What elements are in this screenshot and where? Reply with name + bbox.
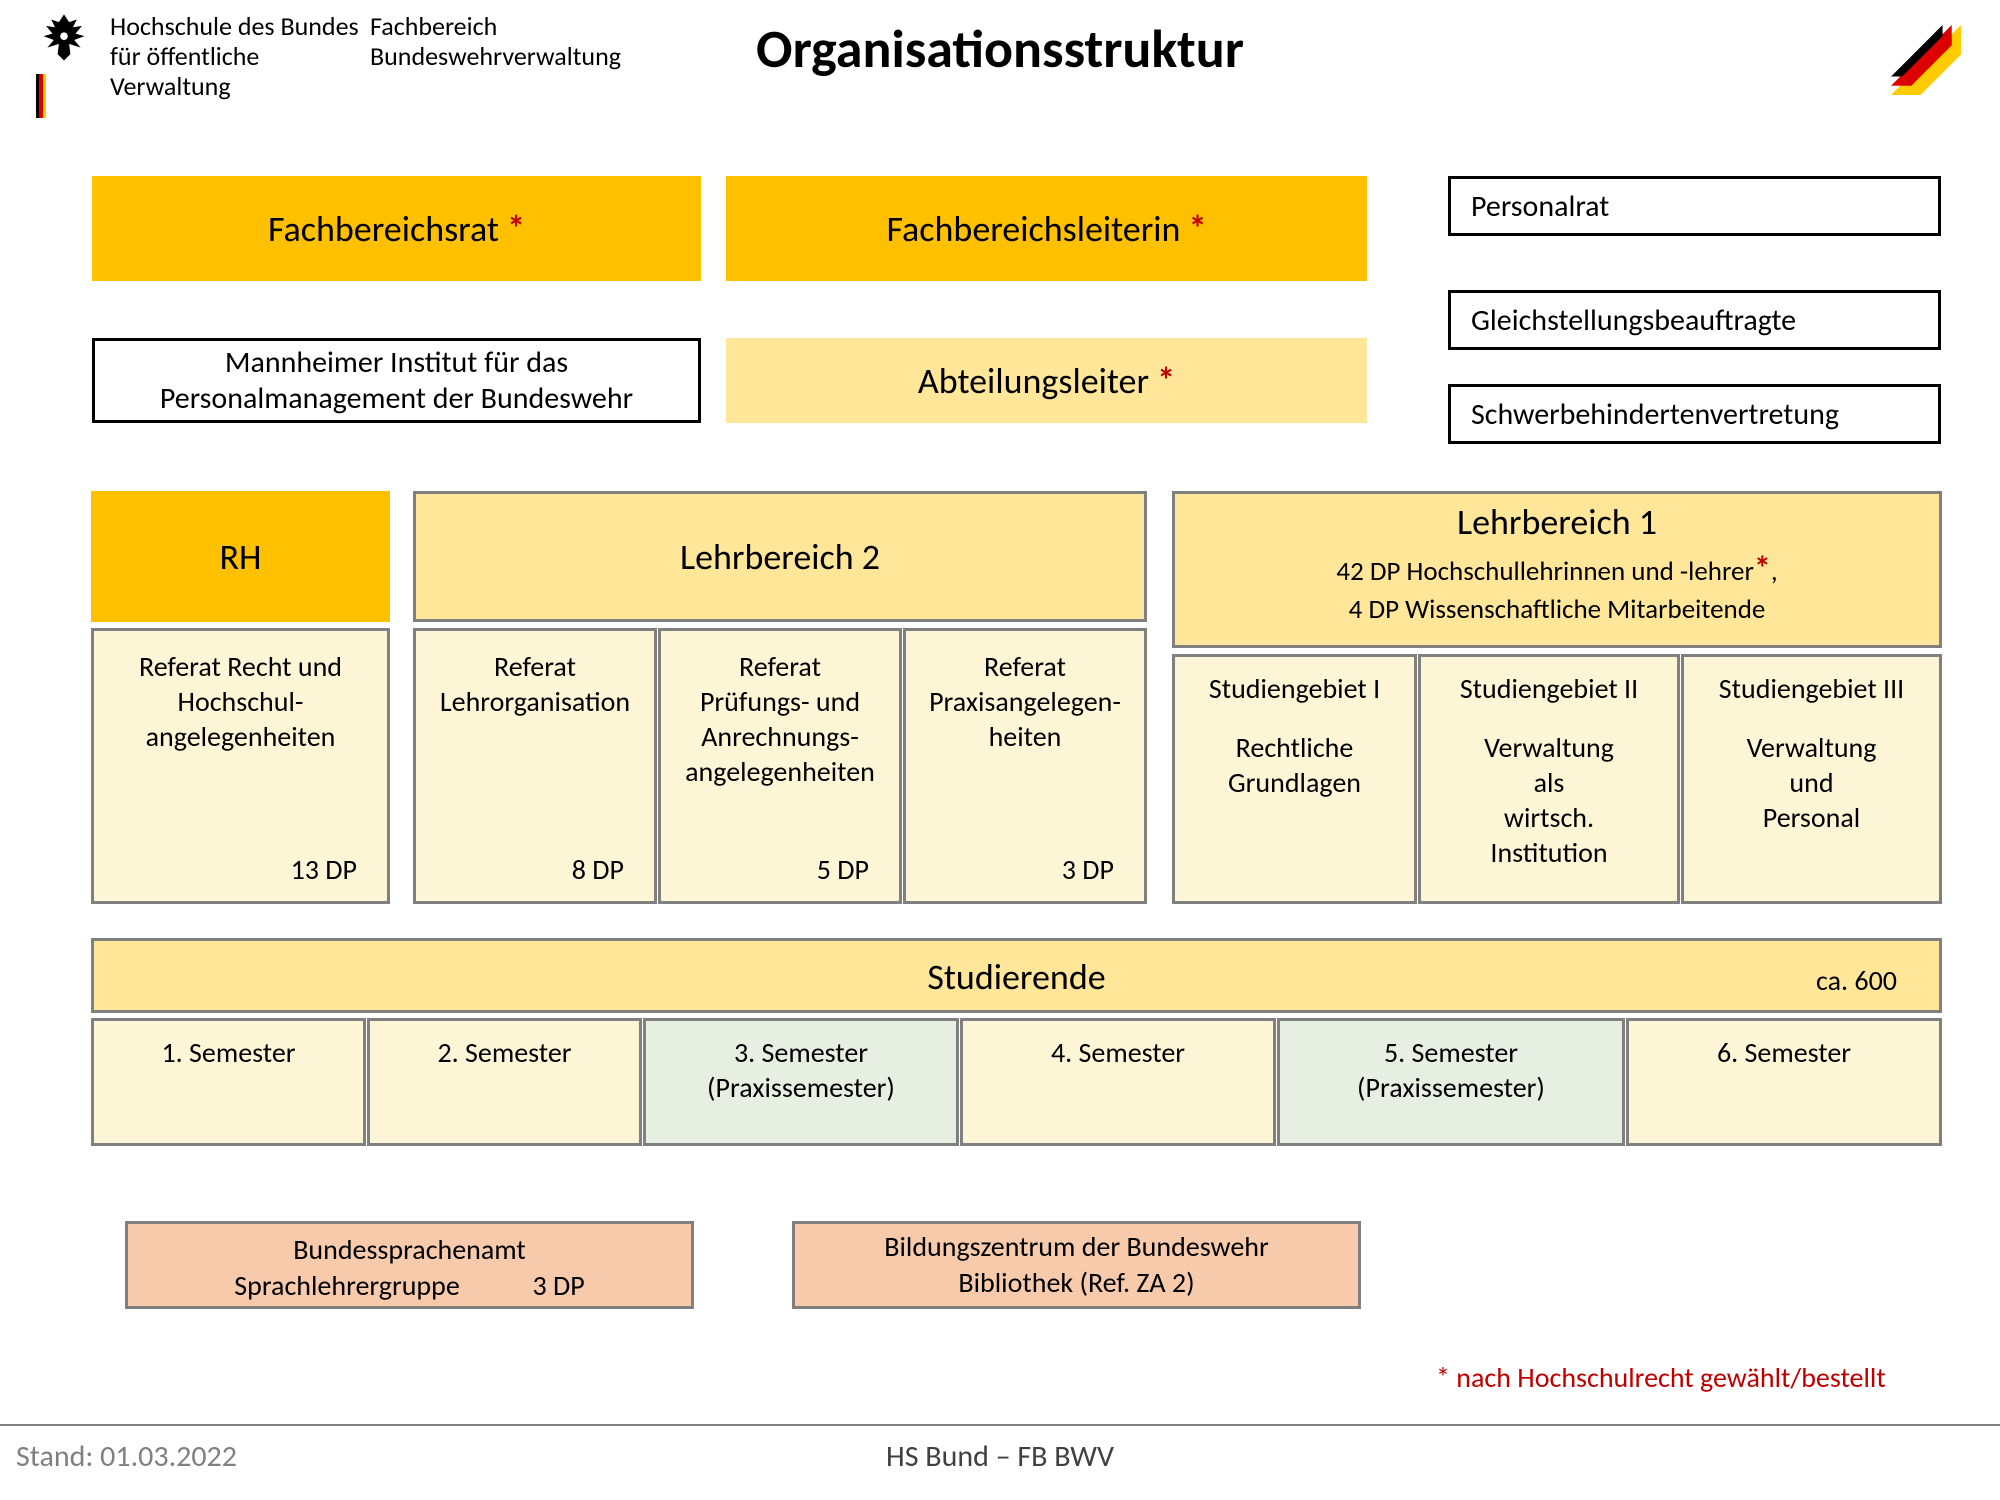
bildungszentrum-box: Bildungszentrum der Bundeswehr Bibliothe… <box>792 1221 1361 1309</box>
rh-header: RH <box>91 491 390 622</box>
page-title: Organisationsstruktur <box>0 16 2000 82</box>
studierende-header: Studierende ca. 600 <box>91 938 1942 1013</box>
footnote-text: * nach Hochschulrecht gewählt/bestellt <box>1436 1360 1886 1395</box>
box-schwerbehinderten: Schwerbehindertenvertretung <box>1448 384 1941 444</box>
lb1-col3: Studiengebiet III Verwaltung und Persona… <box>1681 654 1942 904</box>
rh-body: Referat Recht und Hochschul- angelegenhe… <box>91 628 390 904</box>
footer-center: HS Bund – FB BWV <box>0 1438 2000 1475</box>
lb2-col1: Referat Lehrorganisation 8 DP <box>413 628 657 904</box>
box-fachbereichsrat: Fachbereichsrat * <box>92 176 701 281</box>
stripe-logo-icon <box>1880 14 1972 106</box>
lb1-col1: Studiengebiet I Rechtliche Grundlagen <box>1172 654 1417 904</box>
studierende-count: ca. 600 <box>1816 963 1897 998</box>
lb2-col3: Referat Praxisangelegen- heiten 3 DP <box>903 628 1147 904</box>
box-mannheimer-institut: Mannheimer Institut für das Personalmana… <box>92 338 701 423</box>
rh-dp: 13 DP <box>291 852 357 887</box>
semester-6: 6. Semester <box>1626 1018 1942 1146</box>
box-gleichstellung: Gleichstellungsbeauftragte <box>1448 290 1941 350</box>
lb1-header: Lehrbereich 1 42 DP Hochschullehrinnen u… <box>1172 491 1942 648</box>
box-fachbereichsleiterin: Fachbereichsleiterin * <box>726 176 1367 281</box>
box-personalrat: Personalrat <box>1448 176 1941 236</box>
bundessprachenamt-box: Bundessprachenamt Sprachlehrergruppe 3 D… <box>125 1221 694 1309</box>
box-abteilungsleiter: Abteilungsleiter * <box>726 338 1367 423</box>
lb2-header: Lehrbereich 2 <box>413 491 1147 622</box>
semester-4: 4. Semester <box>960 1018 1276 1146</box>
semester-1: 1. Semester <box>91 1018 366 1146</box>
semester-3: 3. Semester (Praxissemester) <box>643 1018 959 1146</box>
lb1-col2: Studiengebiet II Verwaltung als wirtsch.… <box>1418 654 1680 904</box>
lb2-col2: Referat Prüfungs- und Anrechnungs- angel… <box>658 628 902 904</box>
semester-5: 5. Semester (Praxissemester) <box>1277 1018 1625 1146</box>
semester-2: 2. Semester <box>367 1018 642 1146</box>
